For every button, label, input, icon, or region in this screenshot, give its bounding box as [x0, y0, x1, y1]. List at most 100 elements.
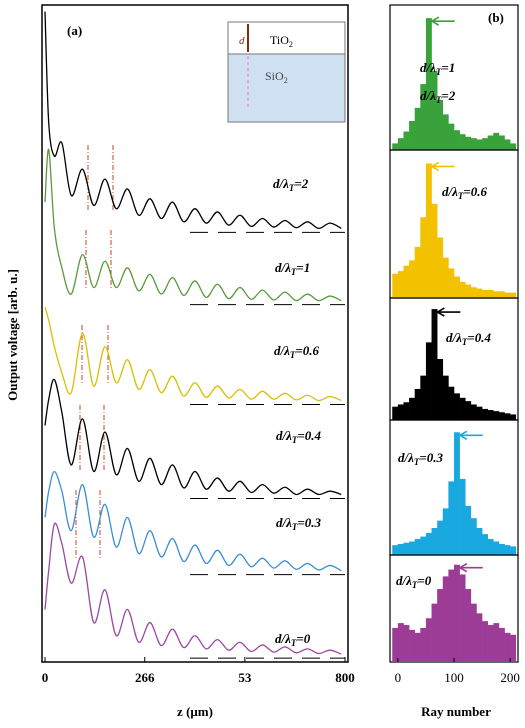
bar [498, 543, 505, 555]
formula: TiO [270, 33, 289, 47]
layer-top-label: TiO2 [270, 33, 293, 49]
label-text: =0.3 [297, 515, 321, 530]
bar [414, 632, 421, 662]
guides [75, 145, 114, 560]
bar [454, 130, 460, 150]
label-text: =0 [296, 631, 310, 646]
layer-bottom [227, 53, 346, 123]
curve-label: d/λT=1 [420, 60, 455, 77]
bar [482, 534, 488, 555]
peak-arrow [458, 563, 483, 573]
curve [44, 470, 342, 572]
bar [397, 404, 404, 420]
bar [454, 276, 460, 298]
bar [487, 289, 494, 298]
bar [504, 413, 511, 420]
subscript: T [292, 522, 298, 532]
bar [510, 546, 517, 555]
bar [442, 375, 449, 420]
bar [414, 539, 421, 555]
bar [420, 536, 427, 555]
bar [409, 629, 416, 662]
bar [487, 625, 494, 662]
bar [510, 414, 517, 420]
bar [431, 603, 438, 662]
bar [392, 406, 399, 420]
subscript: T [458, 191, 464, 201]
layer-bottom-label: SiO2 [265, 69, 288, 85]
bar [459, 574, 466, 662]
bar [493, 411, 500, 420]
label-text: d/λ [396, 573, 412, 588]
bar [448, 268, 455, 298]
curve-label: d/λT=2 [420, 88, 456, 105]
label-text: d/λ [275, 260, 291, 275]
bar [498, 627, 505, 662]
bar [409, 260, 416, 298]
x-tick-label: 800 [335, 670, 355, 685]
bar [510, 634, 517, 662]
bar [420, 217, 427, 298]
subscript: 2 [289, 40, 293, 49]
curve-label: d/λT=0.4 [446, 330, 492, 347]
subscript: T [292, 435, 298, 445]
bar [465, 401, 472, 420]
bar [437, 589, 444, 662]
bar [482, 621, 488, 662]
bar [437, 237, 444, 298]
bar [470, 603, 477, 662]
bar [425, 532, 432, 555]
bar [397, 543, 404, 555]
label-text: =1 [441, 60, 455, 75]
bar [454, 432, 460, 555]
label-text: d/λ [420, 60, 436, 75]
bar [510, 143, 517, 150]
label-text: =1 [296, 260, 310, 275]
peak-arrow [435, 307, 461, 317]
curve-label: d/λT=0.3 [398, 450, 444, 467]
bar [448, 569, 455, 662]
subscript: T [436, 95, 442, 105]
bar [470, 138, 477, 150]
bar [459, 134, 466, 150]
bar [493, 132, 500, 150]
bar [397, 138, 404, 150]
bar [465, 136, 472, 150]
x-tick-label: 0 [42, 670, 49, 685]
bar [425, 18, 432, 150]
bar [403, 265, 410, 298]
subscript: T [412, 580, 418, 590]
bar [420, 84, 427, 150]
label-text: =0 [417, 573, 431, 588]
bar [465, 505, 472, 555]
bar [504, 292, 511, 298]
bar [392, 143, 399, 150]
bar [414, 246, 421, 298]
bar [459, 478, 466, 555]
bar [493, 541, 500, 555]
bar [403, 625, 410, 662]
x-tick-label: 100 [444, 670, 464, 685]
bar [510, 292, 517, 298]
bar [504, 545, 511, 555]
x-tick-label: 53 [238, 670, 252, 685]
bar [476, 613, 483, 662]
label-text: =0.4 [297, 428, 321, 443]
bar [482, 289, 488, 298]
bar [454, 564, 460, 662]
bar [498, 291, 505, 298]
x-tick-label: 266 [135, 670, 155, 685]
peak-arrow [430, 161, 455, 172]
bar [465, 284, 472, 298]
bar [476, 406, 483, 420]
bar [414, 388, 421, 420]
bar [437, 520, 444, 555]
bar [493, 291, 500, 298]
bar [420, 375, 427, 420]
curve-label: d/λT=0.6 [274, 343, 320, 360]
subscript: T [462, 337, 468, 347]
bar [403, 542, 410, 555]
peak-arrow [458, 430, 483, 440]
curve-label: d/λT=0.6 [442, 184, 488, 201]
